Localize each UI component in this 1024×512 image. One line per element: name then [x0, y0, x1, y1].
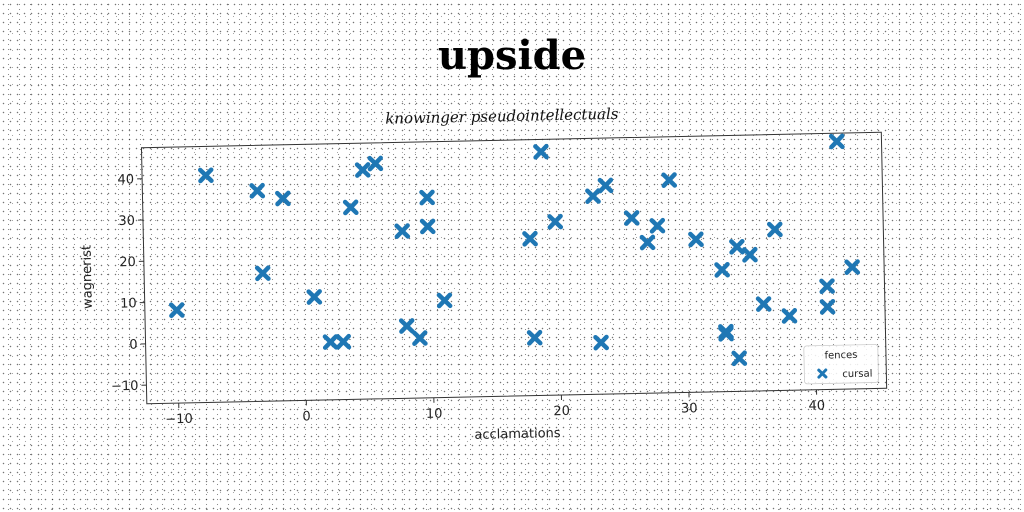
- y-tick-label: 30: [118, 214, 135, 229]
- data-point: [439, 295, 450, 306]
- y-tick-label: 20: [119, 255, 136, 270]
- legend: fences cursal: [804, 344, 879, 384]
- data-point: [716, 264, 727, 275]
- data-point: [370, 158, 381, 169]
- data-point: [338, 336, 349, 347]
- data-point: [821, 281, 832, 292]
- data-point: [524, 233, 535, 244]
- x-tick-label: 20: [553, 404, 570, 419]
- data-point: [596, 337, 607, 348]
- data-point: [397, 225, 408, 236]
- data-point: [345, 202, 356, 213]
- y-axis-label: wagnerist: [79, 245, 95, 309]
- data-point: [600, 180, 611, 191]
- data-point: [414, 333, 425, 344]
- y-tick-label: 10: [120, 296, 137, 311]
- data-point: [422, 221, 433, 232]
- data-point: [277, 193, 288, 204]
- legend-label-cursal: cursal: [842, 369, 872, 381]
- data-point: [257, 268, 268, 279]
- chart-subtitle: knowinger pseudointellectuals: [385, 105, 619, 128]
- x-tick-label: 30: [681, 401, 698, 416]
- x-axis-label: acclamations: [474, 426, 561, 443]
- data-point: [357, 164, 368, 175]
- x-tick-label: −10: [165, 412, 193, 428]
- data-point: [822, 301, 833, 312]
- data-point: [550, 216, 561, 227]
- x-tick-label: 40: [808, 399, 825, 414]
- data-point: [664, 174, 675, 185]
- data-point: [847, 261, 858, 272]
- data-point: [769, 224, 780, 235]
- y-axis-ticks: −10 0 10 20 30 40: [107, 172, 147, 394]
- data-point: [784, 310, 795, 321]
- x-tick-label: 0: [302, 409, 311, 424]
- data-point: [758, 298, 769, 309]
- y-tick-label: 40: [117, 172, 134, 187]
- data-point: [200, 170, 211, 181]
- data-point: [744, 249, 755, 260]
- data-point: [731, 241, 742, 252]
- data-point: [529, 332, 540, 343]
- y-tick-label: 0: [129, 338, 138, 353]
- data-point: [831, 136, 842, 147]
- data-point: [309, 291, 320, 302]
- scatter-markers: [168, 136, 860, 376]
- data-point: [690, 234, 701, 245]
- data-point: [171, 305, 182, 316]
- plot-group: knowinger pseudointellectuals −10 0 10 20 30…: [77, 99, 888, 451]
- data-point: [626, 212, 637, 223]
- data-point: [535, 146, 546, 157]
- data-point: [587, 191, 598, 202]
- x-tick-label: 10: [426, 407, 443, 422]
- data-point: [252, 185, 263, 196]
- plot-area-frame: [141, 132, 886, 403]
- data-point: [642, 237, 653, 248]
- data-point: [325, 336, 336, 347]
- y-tick-label: −10: [111, 379, 139, 395]
- data-point: [401, 320, 412, 331]
- data-point: [421, 192, 432, 203]
- data-point: [652, 220, 663, 231]
- legend-title: fences: [824, 350, 857, 362]
- data-point: [734, 353, 745, 364]
- x-axis-ticks: −10 0 10 20 30 40: [165, 390, 825, 428]
